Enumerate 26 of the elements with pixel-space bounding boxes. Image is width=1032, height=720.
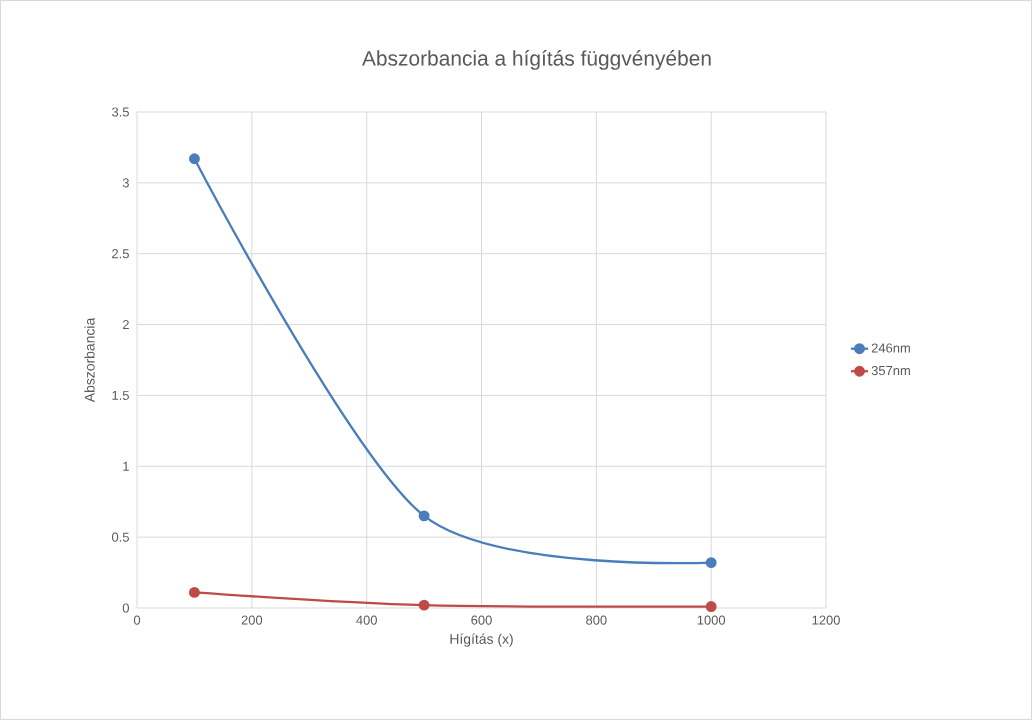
y-tick-label: 3.5: [111, 107, 129, 117]
point: [418, 599, 430, 611]
x-tick-label: 400: [356, 615, 377, 625]
x-tick-label: 1000: [697, 615, 726, 625]
legend-label: 357nm: [871, 365, 910, 376]
point: [188, 153, 200, 165]
y-tick-label: 2: [122, 320, 129, 330]
chart-title: Abszorbancia a hígítás függvényében: [362, 50, 711, 70]
legend-label: 246nm: [871, 343, 910, 353]
point: [705, 557, 717, 569]
y-axis-title: Abszorbancia: [84, 317, 95, 403]
point: [188, 586, 200, 598]
y-tick-label: 0.5: [111, 532, 129, 542]
y-tick-label: 1.5: [112, 390, 129, 400]
point: [418, 510, 430, 522]
y-tick-label: 0: [122, 603, 129, 613]
y-tick-label: 3: [122, 178, 129, 188]
x-tick-label: 600: [471, 615, 492, 625]
x-tick-label: 1200: [812, 615, 840, 625]
y-tick-label: 1: [123, 461, 129, 471]
y-tick-label: 2.5: [112, 249, 129, 259]
x-tick-label: 0: [133, 615, 141, 625]
x-tick-label: 800: [586, 615, 607, 625]
x-axis-title: Hígítás (x): [450, 633, 513, 647]
x-tick-label: 200: [241, 615, 263, 625]
point: [705, 601, 717, 613]
